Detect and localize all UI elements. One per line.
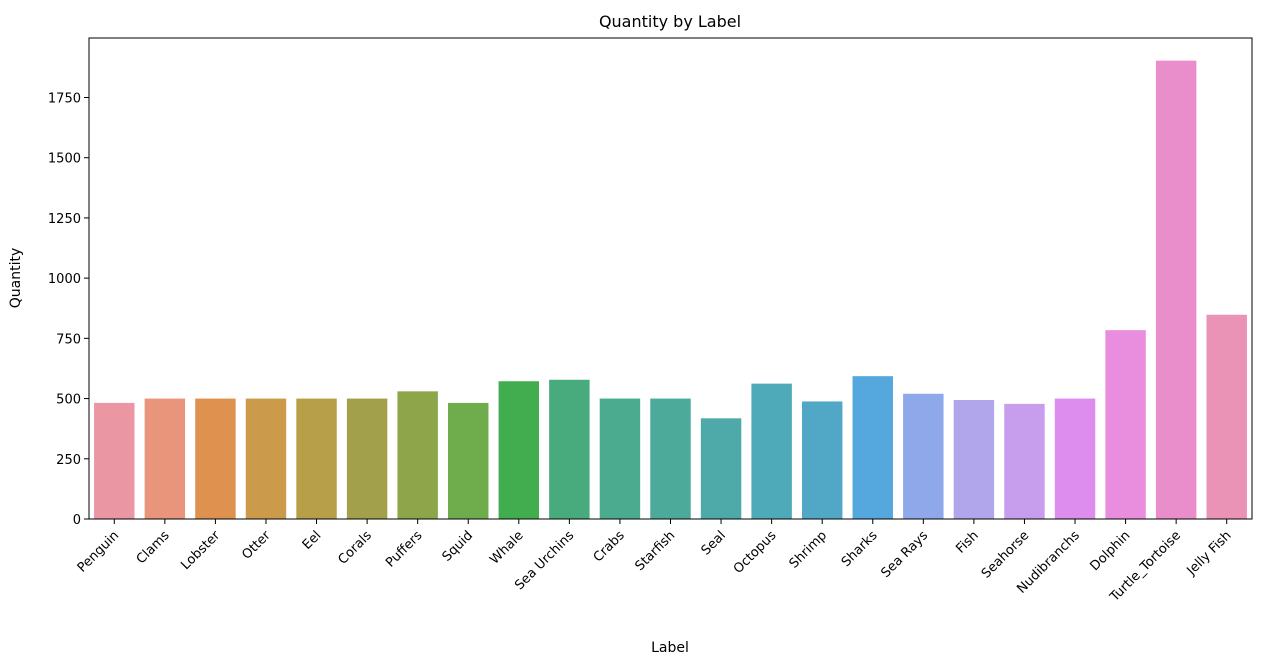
- y-tick-label: 500: [56, 393, 81, 408]
- bar-otter: [245, 398, 287, 519]
- bar-sea-urchins: [549, 379, 590, 519]
- x-tick-label: Shrimp: [787, 528, 830, 571]
- x-tick-label: Puffers: [383, 528, 426, 571]
- y-tick-label: 1500: [48, 152, 81, 167]
- y-axis-label: Quantity: [8, 248, 24, 309]
- x-tick-label: Whale: [487, 528, 526, 567]
- x-tick-label: Penguin: [75, 528, 122, 575]
- x-tick-label: Otter: [239, 528, 274, 563]
- y-tick-label: 1750: [48, 91, 81, 106]
- y-tick-label: 250: [56, 453, 81, 468]
- x-tick-label: Seahorse: [979, 528, 1032, 581]
- plot-frame: [88, 37, 1253, 520]
- x-tick-label: Sharks: [839, 528, 881, 570]
- bar-nudibranchs: [1054, 398, 1096, 519]
- bar-eel: [296, 398, 337, 519]
- bar-corals: [346, 398, 388, 519]
- bar-puffers: [397, 391, 438, 519]
- bar-sharks: [852, 376, 893, 519]
- y-tick-label: 1000: [48, 272, 81, 287]
- bar-squid: [448, 402, 489, 519]
- bar-dolphin: [1105, 330, 1146, 519]
- chart-title: Quantity by Label: [599, 12, 741, 31]
- y-axis: 0 250 500 750 1000 1250 1500 1750: [48, 91, 89, 528]
- x-tick-label: Seal: [699, 528, 729, 558]
- bar-jelly-fish: [1206, 314, 1247, 519]
- x-tick-label: Crabs: [591, 528, 628, 565]
- x-tick-label: Octopus: [731, 528, 780, 577]
- bar-shrimp: [801, 401, 843, 519]
- x-tick-label: Corals: [336, 528, 376, 568]
- x-axis-label: Label: [651, 640, 689, 656]
- bar-turtle-tortoise: [1155, 60, 1197, 519]
- x-tick-label: Starfish: [632, 528, 678, 574]
- y-tick-label: 0: [73, 513, 81, 528]
- x-tick-label: Squid: [440, 528, 476, 564]
- y-tick-label: 1250: [48, 212, 81, 227]
- bar-octopus: [751, 383, 792, 519]
- x-tick-label: Eel: [300, 528, 325, 553]
- x-tick-label: Clams: [134, 528, 173, 567]
- bar-seal: [700, 418, 742, 519]
- y-tick-label: 750: [56, 332, 81, 347]
- x-axis: Penguin Clams Lobster Otter Eel Corals Puffers…: [75, 519, 1235, 605]
- bar-clams: [144, 398, 186, 519]
- bars-group: [94, 60, 1247, 519]
- bar-whale: [498, 381, 540, 519]
- x-tick-label: Dolphin: [1088, 528, 1134, 574]
- x-tick-label: Sea Rays: [878, 528, 931, 581]
- bar-sea-rays: [903, 393, 944, 519]
- bar-lobster: [195, 398, 236, 519]
- x-tick-label: Lobster: [178, 528, 223, 573]
- x-tick-label: Jelly Fish: [1184, 528, 1235, 579]
- bar-penguin: [94, 402, 135, 519]
- bar-seahorse: [1004, 403, 1045, 519]
- x-tick-label: Fish: [953, 528, 981, 556]
- bar-starfish: [650, 398, 691, 519]
- bar-fish: [953, 400, 995, 519]
- bar-crabs: [599, 398, 641, 519]
